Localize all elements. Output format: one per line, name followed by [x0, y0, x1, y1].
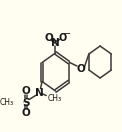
Text: O: O: [77, 63, 85, 74]
Text: −: −: [63, 29, 71, 39]
Text: O: O: [21, 86, 30, 96]
Text: N: N: [35, 88, 44, 98]
Text: CH₃: CH₃: [48, 94, 62, 103]
Text: CH₃: CH₃: [0, 98, 14, 107]
Text: O: O: [21, 109, 30, 119]
Text: O: O: [45, 33, 53, 43]
Text: N: N: [51, 38, 60, 48]
Text: O: O: [59, 33, 67, 43]
Text: S: S: [22, 98, 30, 107]
